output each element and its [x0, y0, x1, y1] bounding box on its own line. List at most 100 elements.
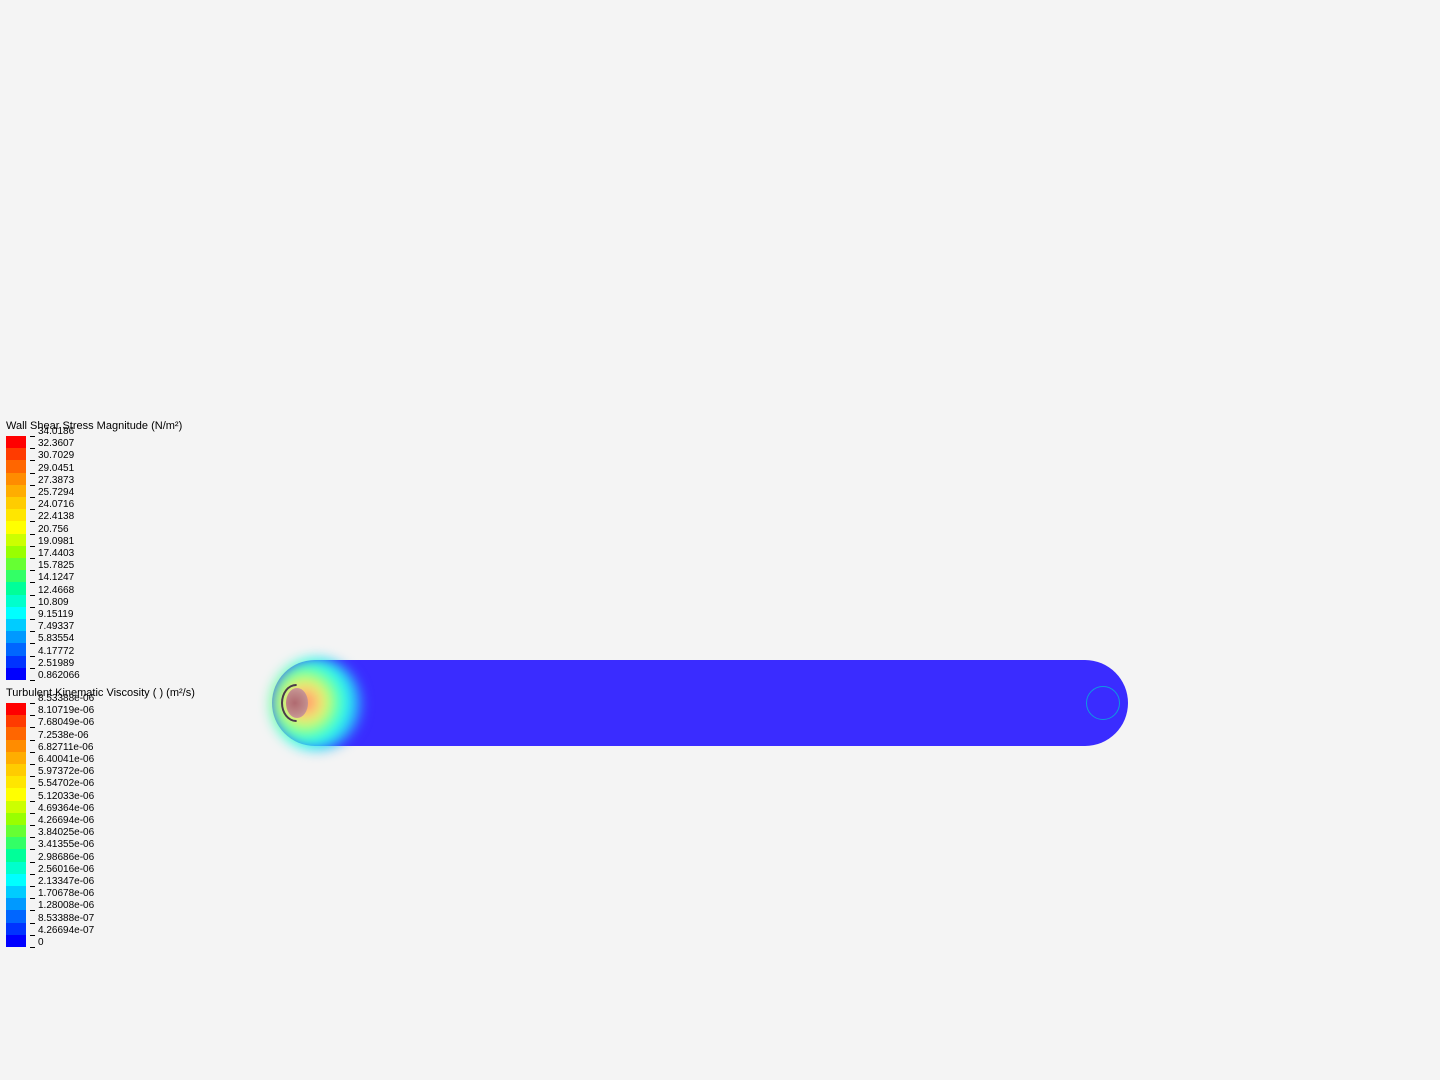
color-swatch — [6, 570, 26, 582]
tick-line — [30, 910, 35, 911]
colorbar-turbulent-visc — [6, 703, 26, 947]
tick-label: 2.56016e-06 — [38, 865, 94, 875]
color-swatch — [6, 619, 26, 631]
tick-line — [30, 546, 35, 547]
tick-line — [30, 703, 35, 704]
tick: 0 — [30, 947, 44, 948]
tick-line — [30, 886, 35, 887]
color-swatch — [6, 849, 26, 861]
tick-label: 8.53388e-06 — [38, 694, 94, 704]
tick-line — [30, 448, 35, 449]
color-swatch — [6, 788, 26, 800]
tick: 6.82711e-06 — [30, 752, 93, 753]
color-swatch — [6, 813, 26, 825]
color-swatch — [6, 935, 26, 947]
color-swatch — [6, 740, 26, 752]
tick-label: 6.82711e-06 — [38, 743, 93, 753]
color-swatch — [6, 764, 26, 776]
tick: 1.70678e-06 — [30, 898, 94, 899]
color-swatch — [6, 497, 26, 509]
tick: 14.1247 — [30, 582, 74, 583]
color-swatch — [6, 534, 26, 546]
tick: 7.49337 — [30, 631, 74, 632]
tick-label: 7.68049e-06 — [38, 718, 94, 728]
tick-line — [30, 497, 35, 498]
tick-line — [30, 582, 35, 583]
tick: 5.97372e-06 — [30, 776, 94, 777]
tick-label: 0 — [38, 938, 44, 948]
color-swatch — [6, 595, 26, 607]
color-swatch — [6, 607, 26, 619]
tick-label: 0.862066 — [38, 671, 80, 681]
tick-line — [30, 849, 35, 850]
tick-label: 7.2538e-06 — [38, 731, 89, 741]
tick-label: 10.809 — [38, 598, 69, 608]
tick-label: 2.13347e-06 — [38, 877, 94, 887]
tick: 27.3873 — [30, 485, 74, 486]
tick: 12.4668 — [30, 595, 74, 596]
color-swatch — [6, 910, 26, 922]
tick: 20.756 — [30, 534, 69, 535]
color-swatch — [6, 703, 26, 715]
legend-wall-shear: Wall Shear Stress Magnitude (N/m²) 34.01… — [6, 420, 182, 680]
color-swatch — [6, 668, 26, 680]
tick: 19.0981 — [30, 546, 74, 547]
tick-line — [30, 776, 35, 777]
color-swatch — [6, 546, 26, 558]
tick: 2.56016e-06 — [30, 874, 94, 875]
tick-label: 5.83554 — [38, 634, 74, 644]
color-swatch — [6, 874, 26, 886]
tick-label: 4.26694e-07 — [38, 926, 94, 936]
tick-label: 17.4403 — [38, 549, 74, 559]
tick-line — [30, 764, 35, 765]
color-swatch — [6, 436, 26, 448]
tick: 24.0716 — [30, 509, 74, 510]
tick: 29.0451 — [30, 473, 74, 474]
color-swatch — [6, 643, 26, 655]
tick: 10.809 — [30, 607, 69, 608]
tick: 7.2538e-06 — [30, 740, 89, 741]
tick-line — [30, 813, 35, 814]
tick-label: 4.26694e-06 — [38, 816, 94, 826]
color-swatch — [6, 460, 26, 472]
tick: 22.4138 — [30, 521, 74, 522]
tick: 15.7825 — [30, 570, 74, 571]
tick-line — [30, 727, 35, 728]
tick: 1.28008e-06 — [30, 910, 94, 911]
tick-label: 1.28008e-06 — [38, 901, 94, 911]
tick-label: 6.40041e-06 — [38, 755, 94, 765]
tick: 2.98686e-06 — [30, 862, 94, 863]
color-swatch — [6, 825, 26, 837]
tick-label: 25.7294 — [38, 488, 74, 498]
tick: 8.53388e-06 — [30, 703, 94, 704]
tick-line — [30, 534, 35, 535]
tick-line — [30, 460, 35, 461]
color-swatch — [6, 485, 26, 497]
tick-label: 3.41355e-06 — [38, 840, 94, 850]
legend-turbulent-visc: Turbulent Kinematic Viscosity ( ) (m²/s)… — [6, 687, 195, 947]
tick-label: 4.17772 — [38, 647, 74, 657]
tick: 7.68049e-06 — [30, 727, 94, 728]
color-swatch — [6, 656, 26, 668]
tick: 5.54702e-06 — [30, 788, 94, 789]
tick-line — [30, 619, 35, 620]
tick-line — [30, 874, 35, 875]
tick: 8.10719e-06 — [30, 715, 94, 716]
tick-line — [30, 436, 35, 437]
tick: 0.862066 — [30, 680, 80, 681]
tick: 8.53388e-07 — [30, 923, 94, 924]
simulation-view — [272, 660, 1128, 746]
tick-line — [30, 825, 35, 826]
tick-line — [30, 935, 35, 936]
tick-line — [30, 923, 35, 924]
tick-label: 32.3607 — [38, 439, 74, 449]
tick-line — [30, 631, 35, 632]
color-swatch — [6, 886, 26, 898]
tick: 25.7294 — [30, 497, 74, 498]
tick: 4.17772 — [30, 656, 74, 657]
tick-label: 9.15119 — [38, 610, 73, 620]
tick: 4.26694e-07 — [30, 935, 94, 936]
tick: 4.69364e-06 — [30, 813, 94, 814]
tick: 30.7029 — [30, 460, 74, 461]
tick: 5.83554 — [30, 643, 74, 644]
